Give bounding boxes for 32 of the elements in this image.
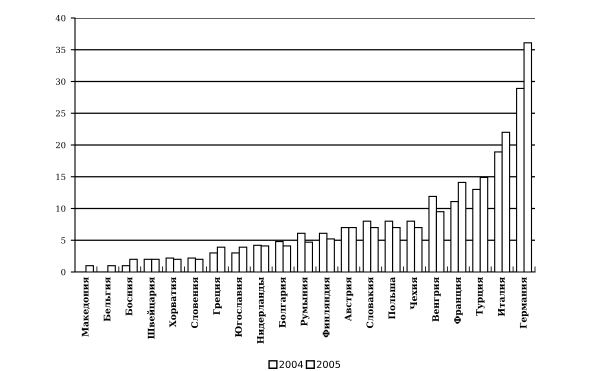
y-tick-label: 25 [56, 110, 66, 117]
x-tick-label: Греция [213, 277, 222, 315]
x-tick-label: Венгрия [432, 277, 441, 322]
x-tick-label: Германия [520, 277, 528, 328]
legend-label: 2005 [316, 360, 340, 368]
x-tick-label: Югославия [235, 277, 242, 337]
y-tick-label: 30 [56, 78, 66, 85]
x-tick-label: Словакия [366, 277, 374, 328]
x-tick-label: Швейцария [147, 277, 156, 339]
y-tick-label: 40 [56, 14, 66, 22]
x-tick-label: Польша [388, 277, 396, 320]
x-tick-label: Болгария [279, 277, 288, 328]
x-tick-label: Словения [191, 277, 198, 328]
y-tick-label: 20 [56, 142, 66, 148]
x-tick-label: Румыния [300, 277, 310, 326]
y-tick-label: 0 [61, 268, 66, 276]
x-tick-label: Македония [82, 277, 90, 337]
x-tick-label: Нидерланды [257, 277, 266, 344]
x-tick-label: Хорватия [169, 277, 178, 328]
x-tick-label: Чехия [410, 277, 418, 310]
x-tick-label: Бельгия [104, 277, 110, 322]
x-tick-label: Финляндия [322, 277, 331, 338]
y-tick-label: 5 [61, 237, 66, 244]
y-tick-label: 15 [56, 174, 66, 180]
x-tick-label: Франция [454, 277, 463, 324]
x-tick-label: Австрия [344, 277, 354, 322]
y-tick-label: 35 [56, 46, 66, 54]
legend-label: 2004 [280, 360, 303, 368]
y-tick-label: 10 [56, 205, 66, 212]
x-tick-label: Италия [498, 277, 505, 316]
x-tick-label: Босния [126, 277, 132, 316]
x-tick-label: Турция [476, 277, 485, 316]
